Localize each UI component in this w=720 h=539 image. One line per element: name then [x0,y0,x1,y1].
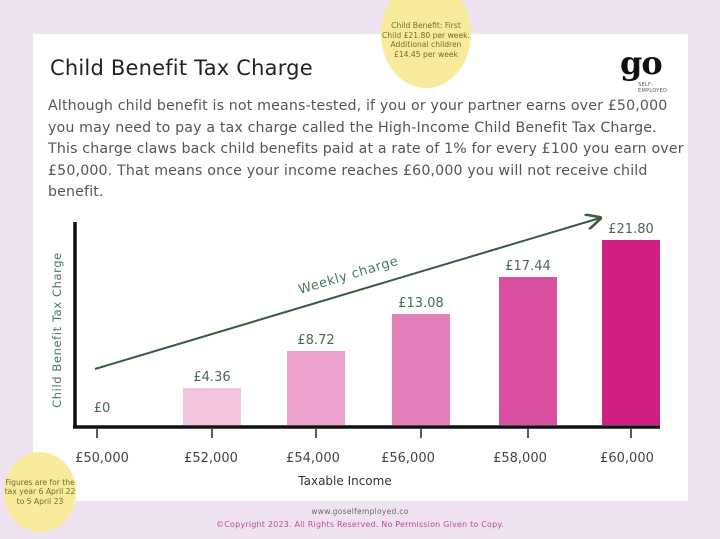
child-benefit-rates-bubble: Child Benefit: First Child £21.80 per we… [381,0,471,88]
value-label: £0 [94,401,111,416]
copyright-notice: ©Copyright 2023. All Rights Reserved. No… [216,520,504,529]
x-axis-ticks [96,429,632,438]
weekly-charge-annotation: Weekly charge [297,254,401,298]
bar-3 [392,314,450,425]
bar-4 [499,277,557,425]
bars-group [183,240,660,425]
value-label: £21.80 [608,222,654,237]
bar-5 [602,240,660,425]
x-tick-label: £54,000 [286,451,340,466]
bar-2 [287,351,345,425]
tax-year-bubble: Figures are for the tax year 6 April 22 … [4,452,76,532]
x-tick-label: £52,000 [184,451,238,466]
x-tick-label: £50,000 [75,451,129,466]
x-axis-label: Taxable Income [297,474,391,488]
x-tick-label: £60,000 [600,451,654,466]
logo-text: go [620,44,663,82]
value-label: £8.72 [297,333,334,348]
infographic-card [33,34,688,501]
page-title: Child Benefit Tax Charge [50,56,313,80]
intro-paragraph: Although child benefit is not means-test… [48,98,684,200]
value-label: £4.36 [193,370,230,385]
website-url: www.goselfemployed.co [311,507,409,516]
value-labels-group: £0 £4.36 £8.72 £13.08 £17.44 £21.80 [94,222,654,416]
value-label: £13.08 [398,296,444,311]
x-tick-label: £58,000 [493,451,547,466]
trend-arrow [94,218,600,370]
value-label: £17.44 [505,259,551,274]
tax-year-text: Figures are for the tax year 6 April 22 … [4,478,76,506]
logo-subtext: SELF- EMPLOYED [638,82,668,94]
child-benefit-rates-text: Child Benefit: First Child £21.80 per we… [382,21,470,59]
bar-1 [183,388,241,425]
x-axis-tick-labels: £50,000 £52,000 £54,000 £56,000 £58,000 £60,0… [75,451,654,466]
go-self-employed-logo: go SELF- EMPLOYED [618,44,668,96]
x-tick-label: £56,000 [381,451,435,466]
